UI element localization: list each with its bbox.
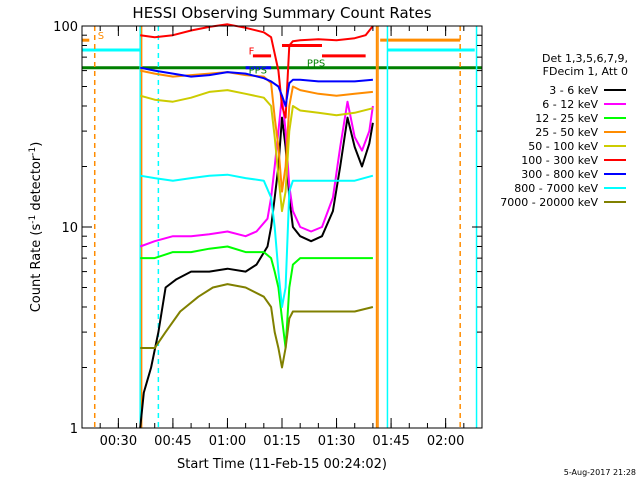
- annotation-1: F: [249, 47, 255, 58]
- axes: 1 10 100 00:30 00:45 01:00 01:15 01:30 01:45 02:0…: [53, 20, 483, 449]
- series-line-7: [140, 173, 374, 308]
- x-tick-label-2: 01:00: [209, 434, 246, 449]
- y-axis-label-sup: -1: [28, 215, 38, 224]
- plot-content: S F PPS PPS: [82, 23, 482, 429]
- series-line-8: [140, 283, 374, 369]
- legend-label-0: 3 - 6 keV: [549, 84, 598, 97]
- series-line-6: [140, 66, 373, 107]
- annotation-3: PPS: [249, 66, 267, 77]
- chart-title: HESSI Observing Summary Count Rates: [132, 4, 431, 22]
- legend-label-3: 25 - 50 keV: [535, 126, 598, 139]
- legend-label-2: 12 - 25 keV: [535, 112, 598, 125]
- legend-header-0: Det 1,3,5,6,7,9,: [542, 52, 628, 65]
- x-tick-label-3: 01:15: [263, 434, 300, 449]
- y-axis-label-rest: detector: [29, 155, 44, 215]
- footer-timestamp: 5-Aug-2017 21:28: [564, 468, 636, 477]
- series-line-3: [139, 69, 374, 193]
- y-axis-label-main: Count Rate (s: [29, 224, 44, 313]
- x-tick-label-5: 01:45: [372, 434, 409, 449]
- legend-label-7: 800 - 7000 keV: [514, 182, 598, 195]
- legend: Det 1,3,5,6,7,9,FDecim 1, Att 0 3 - 6 keV…: [500, 52, 628, 209]
- x-tick-label-0: 00:30: [100, 434, 137, 449]
- x-tick-label-1: 00:45: [154, 434, 191, 449]
- x-tick-label-6: 02:00: [427, 434, 464, 449]
- x-tick-label-4: 01:30: [318, 434, 355, 449]
- series-line-2: [140, 245, 373, 349]
- legend-label-6: 300 - 800 keV: [521, 168, 598, 181]
- y-tick-label-0: 1: [70, 422, 78, 437]
- y-tick-label-1: 10: [61, 221, 78, 236]
- x-axis-label: Start Time (11-Feb-15 00:24:02): [177, 457, 387, 472]
- legend-label-8: 7000 - 20000 keV: [500, 196, 598, 209]
- series-line-5: [140, 23, 374, 119]
- y-axis-label: Count Rate (s-1 detector-1): [28, 142, 44, 313]
- series-line-4: [139, 89, 374, 213]
- y-tick-label-2: 100: [53, 20, 78, 35]
- legend-label-1: 6 - 12 keV: [542, 98, 598, 111]
- legend-label-4: 50 - 100 keV: [528, 140, 598, 153]
- y-axis-label-close: ): [29, 142, 44, 147]
- legend-header-1: FDecim 1, Att 0: [543, 65, 628, 78]
- annotation-0: S: [98, 31, 104, 42]
- y-axis-label-sup2: -1: [28, 147, 38, 156]
- annotation-2: PPS: [307, 58, 325, 69]
- legend-label-5: 100 - 300 keV: [521, 154, 598, 167]
